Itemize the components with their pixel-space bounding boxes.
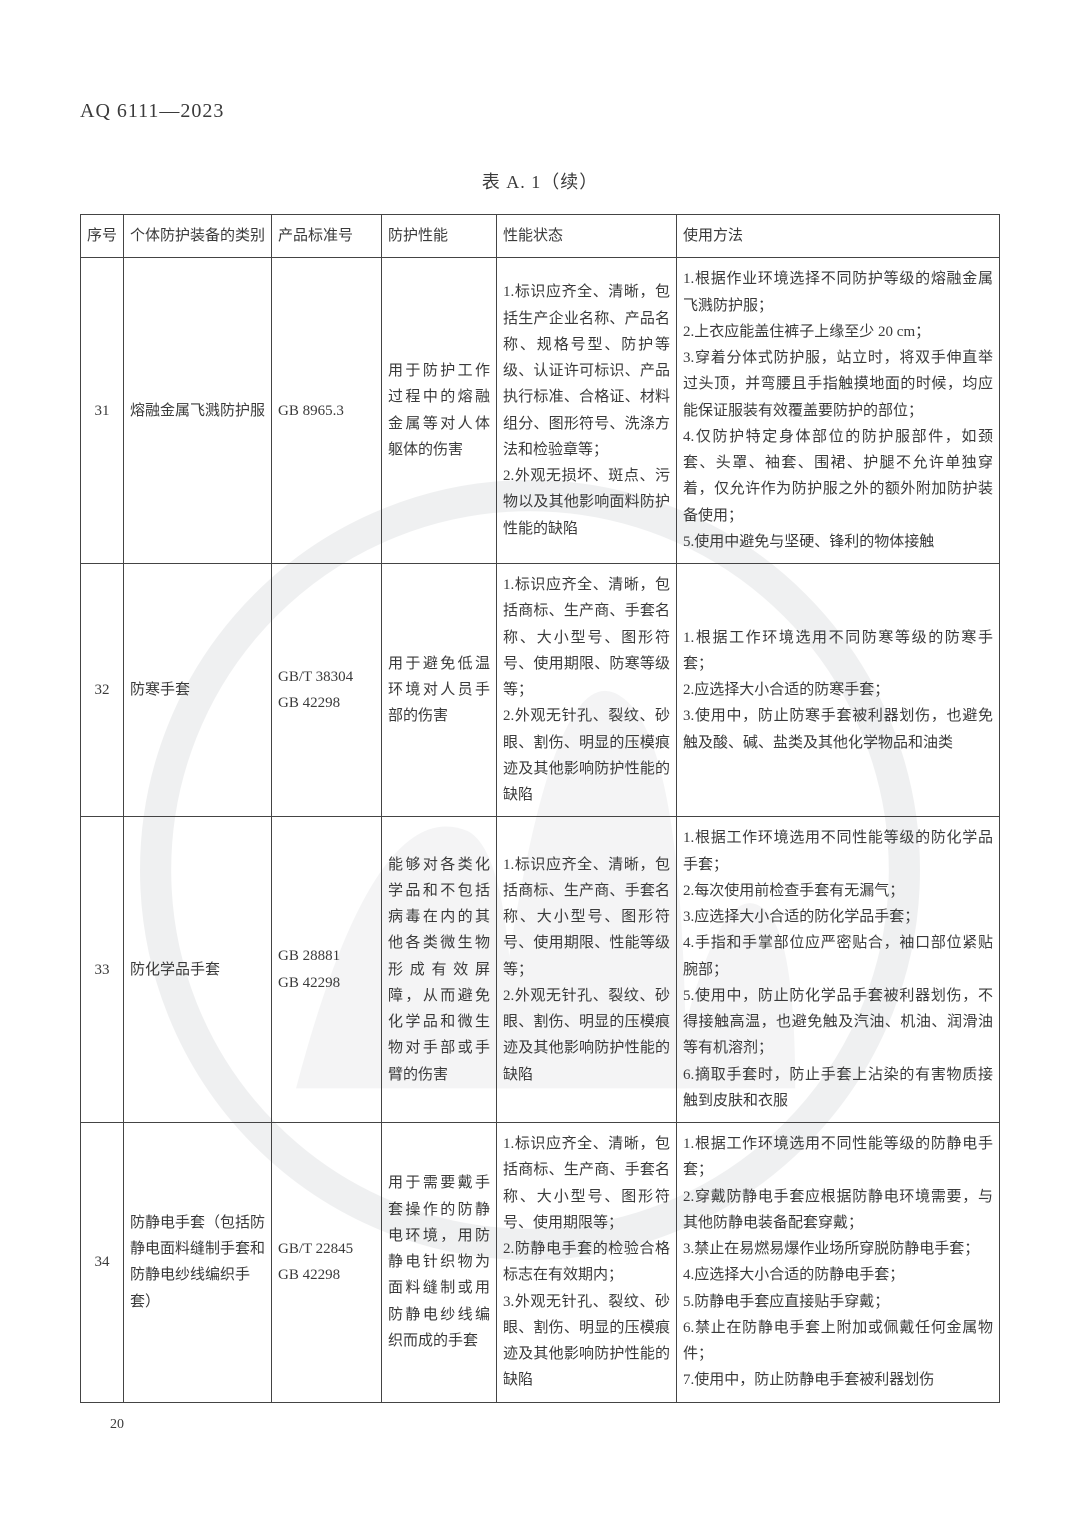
cell-usage: 1.根据工作环境选用不同性能等级的防化学品手套； 2.每次使用前检查手套有无漏气… [677,817,1000,1123]
th-standard: 产品标准号 [272,215,382,258]
cell-usage: 1.根据工作环境选用不同防寒等级的防寒手套； 2.应选择大小合适的防寒手套； 3… [677,564,1000,817]
cell-category: 防静电手套（包括防静电面料缝制手套和防静电纱线编织手套） [124,1123,272,1403]
cell-state: 1.标识应齐全、清晰，包括商标、生产商、手套名称、大小型号、图形符号、使用期限、… [497,564,677,817]
ppe-table: 序号 个体防护装备的类别 产品标准号 防护性能 性能状态 使用方法 31熔融金属… [80,214,1000,1403]
cell-usage: 1.根据作业环境选择不同防护等级的熔融金属飞溅防护服； 2.上衣应能盖住裤子上缘… [677,258,1000,564]
page-number: 20 [110,1417,1000,1433]
cell-category: 熔融金属飞溅防护服 [124,258,272,564]
table-row: 32防寒手套GB/T 38304 GB 42298用于避免低温环境对人员手部的伤… [81,564,1000,817]
table-header-row: 序号 个体防护装备的类别 产品标准号 防护性能 性能状态 使用方法 [81,215,1000,258]
cell-standard: GB/T 22845 GB 42298 [272,1123,382,1403]
cell-index: 32 [81,564,124,817]
cell-category: 防寒手套 [124,564,272,817]
table-row: 34防静电手套（包括防静电面料缝制手套和防静电纱线编织手套）GB/T 22845… [81,1123,1000,1403]
th-category: 个体防护装备的类别 [124,215,272,258]
th-performance: 防护性能 [382,215,497,258]
cell-standard: GB 8965.3 [272,258,382,564]
cell-performance: 能够对各类化学品和不包括病毒在内的其他各类微生物形成有效屏障，从而避免化学品和微… [382,817,497,1123]
cell-index: 34 [81,1123,124,1403]
th-usage: 使用方法 [677,215,1000,258]
cell-usage: 1.根据工作环境选用不同性能等级的防静电手套； 2.穿戴防静电手套应根据防静电环… [677,1123,1000,1403]
cell-state: 1.标识应齐全、清晰，包括商标、生产商、手套名称、大小型号、图形符号、使用期限等… [497,1123,677,1403]
cell-state: 1.标识应齐全、清晰，包括商标、生产商、手套名称、大小型号、图形符号、使用期限、… [497,817,677,1123]
cell-category: 防化学品手套 [124,817,272,1123]
cell-standard: GB 28881 GB 42298 [272,817,382,1123]
cell-performance: 用于防护工作过程中的熔融金属等对人体躯体的伤害 [382,258,497,564]
table-caption: 表 A. 1（续） [80,168,1000,194]
th-state: 性能状态 [497,215,677,258]
table-row: 31熔融金属飞溅防护服GB 8965.3用于防护工作过程中的熔融金属等对人体躯体… [81,258,1000,564]
cell-performance: 用于需要戴手套操作的防静电环境，用防静电针织物为面料缝制或用防静电纱线编织而成的… [382,1123,497,1403]
cell-standard: GB/T 38304 GB 42298 [272,564,382,817]
table-row: 33防化学品手套GB 28881 GB 42298能够对各类化学品和不包括病毒在… [81,817,1000,1123]
cell-index: 33 [81,817,124,1123]
cell-performance: 用于避免低温环境对人员手部的伤害 [382,564,497,817]
cell-index: 31 [81,258,124,564]
doc-header: AQ 6111—2023 [80,100,1000,123]
th-index: 序号 [81,215,124,258]
cell-state: 1.标识应齐全、清晰，包括生产企业名称、产品名称、规格号型、防护等级、认证许可标… [497,258,677,564]
